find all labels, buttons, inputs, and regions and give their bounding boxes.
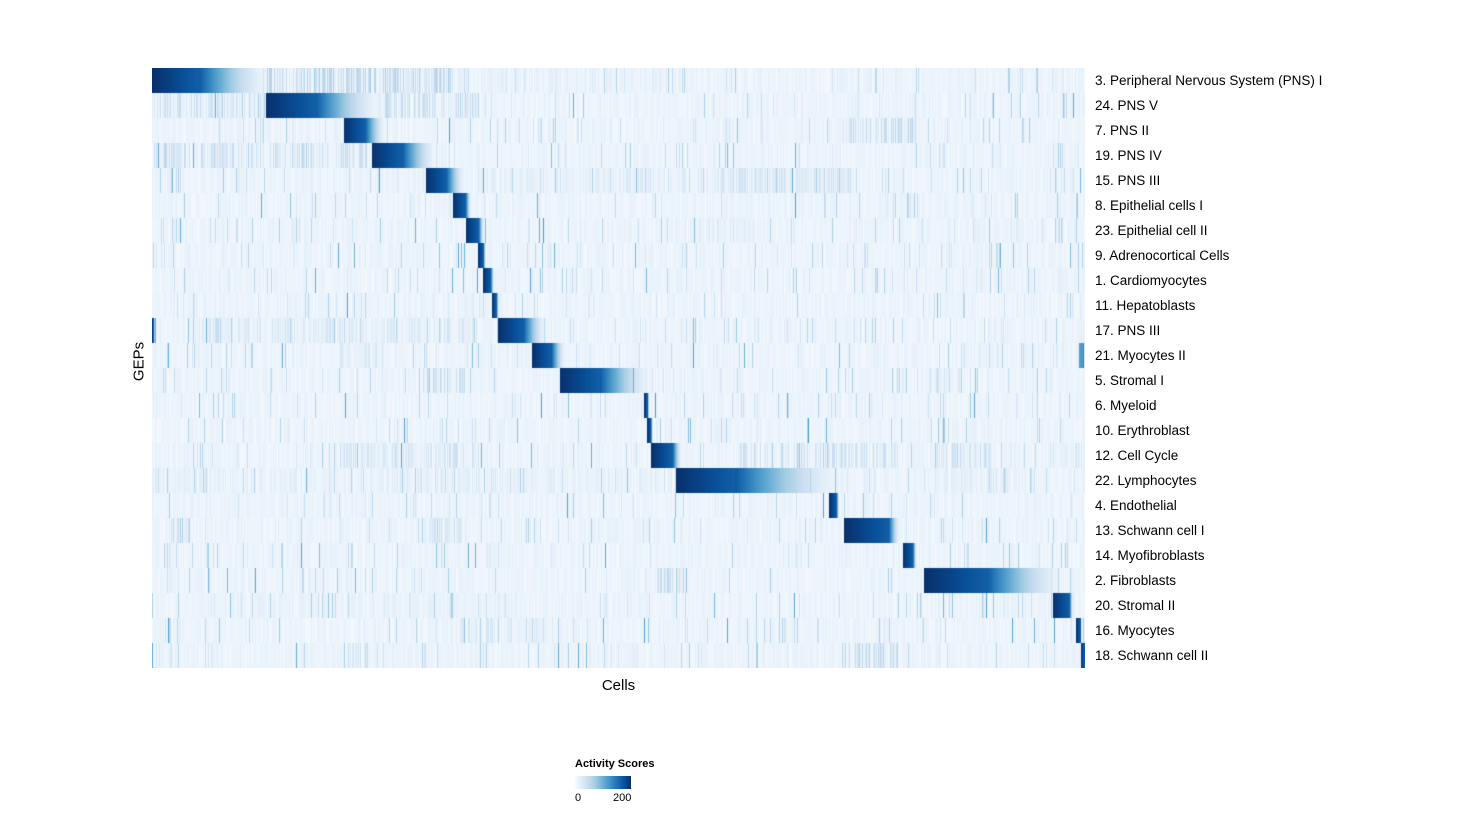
row-label: 14. Myofibroblasts xyxy=(1095,548,1205,563)
row-label: 12. Cell Cycle xyxy=(1095,448,1179,463)
row-label: 4. Endothelial xyxy=(1095,498,1177,513)
row-label: 15. PNS III xyxy=(1095,173,1161,188)
row-label: 19. PNS IV xyxy=(1095,148,1162,163)
row-label: 3. Peripheral Nervous System (PNS) I xyxy=(1095,73,1323,88)
row-label: 7. PNS II xyxy=(1095,123,1150,138)
heatmap-canvas xyxy=(152,68,1085,668)
legend-ticks: 0 200 xyxy=(575,792,645,806)
row-label: 8. Epithelial cells I xyxy=(1095,198,1204,213)
row-label: 17. PNS III xyxy=(1095,323,1161,338)
x-axis-label: Cells xyxy=(601,677,636,694)
y-axis-label: GEPs xyxy=(130,341,148,382)
row-label: 10. Erythroblast xyxy=(1095,423,1190,438)
row-label: 9. Adrenocortical Cells xyxy=(1095,248,1230,263)
legend-title: Activity Scores xyxy=(575,758,655,770)
legend: Activity Scores 0 200 xyxy=(575,758,695,806)
row-label: 20. Stromal II xyxy=(1095,598,1176,613)
legend-tick-min: 0 xyxy=(575,792,582,804)
row-label: 5. Stromal I xyxy=(1095,373,1165,388)
row-label: 22. Lymphocytes xyxy=(1095,473,1197,488)
row-label: 18. Schwann cell II xyxy=(1095,648,1209,663)
legend-gradient-bar xyxy=(575,776,631,789)
row-label: 21. Myocytes II xyxy=(1095,348,1186,363)
row-label: 2. Fibroblasts xyxy=(1095,573,1177,588)
row-labels: 3. Peripheral Nervous System (PNS) I 24. … xyxy=(1095,68,1445,668)
row-label: 16. Myocytes xyxy=(1095,623,1175,638)
row-label: 23. Epithelial cell II xyxy=(1095,223,1208,238)
row-label: 13. Schwann cell I xyxy=(1095,523,1205,538)
row-label: 11. Hepatoblasts xyxy=(1095,298,1196,313)
row-label: 24. PNS V xyxy=(1095,98,1159,113)
row-label: 1. Cardiomyocytes xyxy=(1095,273,1207,288)
legend-tick-max: 200 xyxy=(613,792,632,804)
row-label: 6. Myeloid xyxy=(1095,398,1157,413)
